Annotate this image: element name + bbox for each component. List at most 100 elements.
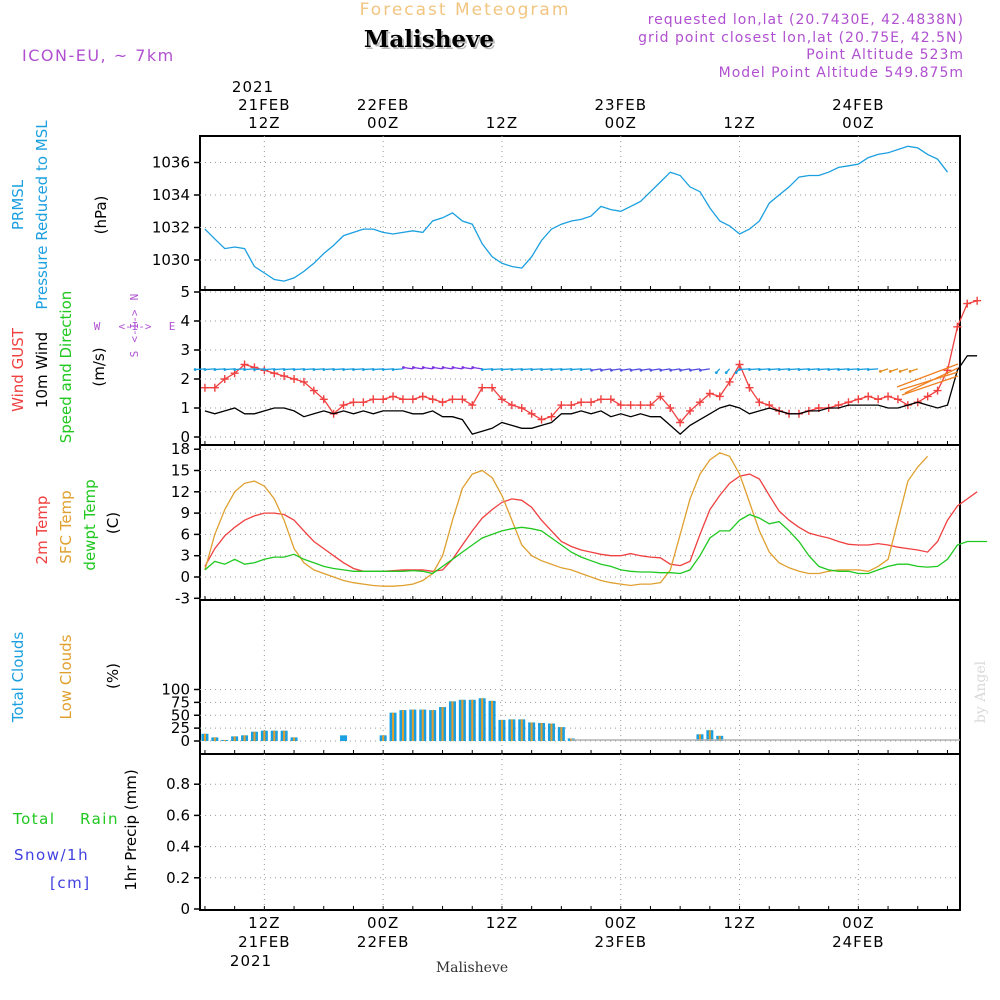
footer-location: Malisheve (436, 960, 508, 976)
compass-north: N (128, 294, 141, 301)
sfc-temp-label: SFC Temp (57, 490, 75, 563)
wind-arrow-head (500, 368, 504, 371)
wind-arrow (601, 368, 611, 371)
bar-low-clouds (382, 735, 385, 741)
wind-arrow-head (748, 368, 751, 371)
gust-marker (854, 395, 863, 404)
wind-arrow-head (461, 366, 465, 369)
gust-marker (884, 392, 893, 401)
series-line-10m-wind (204, 355, 978, 435)
wind-arrow (433, 366, 443, 370)
top-hour-label: 12Z (486, 114, 518, 132)
gridpoint-coords: grid point closest lon,lat (20.75E, 42.5… (638, 30, 964, 46)
wind-arrow-head (550, 368, 553, 371)
gust-marker (220, 375, 229, 383)
ytick-label: 0.8 (166, 775, 190, 793)
ytick-label: 1034 (152, 186, 190, 204)
wind-arrow (294, 368, 304, 371)
model-label: ICON-EU, ~ 7km (22, 46, 175, 65)
wind-arrow-head (807, 368, 811, 371)
wind-arrow (511, 368, 522, 371)
panel-wind: 0 1 2 3 4 5 (180, 283, 982, 446)
bottom-date-label: 24FEB (832, 933, 884, 951)
wind-arrow-head (837, 368, 841, 371)
wind-arrow (779, 368, 790, 371)
gust-marker (755, 398, 764, 407)
watermark: by Angel (973, 660, 989, 723)
precip-unit-label: 1hr Precip (mm) (122, 769, 140, 890)
wind-arrow (828, 368, 839, 371)
gust-marker (497, 395, 506, 404)
wind-arrow (403, 366, 413, 370)
model-altitude: Model Point Altitude 549.875m (719, 65, 964, 81)
gust-marker (428, 395, 437, 404)
wind-arrow-head (659, 368, 663, 372)
wind-arrow-head (724, 371, 728, 375)
wind-arrow-head (282, 368, 286, 371)
wind-arrow-head (679, 368, 683, 372)
ytick-label: 0.4 (166, 838, 190, 856)
wind-arrow-head (322, 368, 326, 371)
ytick-label: 0 (180, 900, 190, 918)
total-clouds-label: Total Clouds (9, 632, 27, 724)
ytick-label: 9 (180, 504, 190, 522)
gust-marker (408, 395, 417, 404)
wind-arrow-head (362, 368, 365, 371)
gust-label: Wind GUST (9, 327, 27, 412)
ytick-label: 4 (180, 312, 190, 330)
wind-arrow (244, 368, 255, 371)
gust-marker (319, 395, 328, 404)
gust-marker (864, 392, 873, 401)
bar-low-clouds (510, 719, 513, 741)
bar-low-clouds (293, 737, 296, 741)
compass-west: W (94, 320, 101, 333)
wind-arrow (838, 368, 849, 371)
wind-arrow (204, 368, 215, 371)
ytick-label: 100 (161, 681, 190, 699)
bar-low-clouds (500, 719, 503, 741)
wind-arrow-head (689, 368, 692, 372)
wind-arrow-head (669, 368, 673, 372)
plot-panels: 1030103210341036012345-30369121518025507… (152, 135, 988, 918)
gust-marker (874, 395, 883, 404)
bottom-hour-label: 12Z (248, 914, 280, 932)
wind-arrow-head (312, 368, 316, 371)
wind-arrow-head (302, 368, 306, 371)
gust-marker (725, 377, 734, 386)
wind-arrow (818, 368, 829, 371)
bar-low-clouds (203, 733, 206, 741)
bar-low-clouds (540, 722, 543, 741)
wind-arrow (333, 368, 344, 371)
wind-arrow (482, 368, 493, 371)
wind-arrow-head (639, 368, 643, 372)
wind-arrow-head (480, 368, 484, 371)
bar-low-clouds (560, 727, 563, 741)
wind-arrow (631, 368, 641, 371)
bar-low-clouds (481, 698, 484, 741)
gust-marker (567, 401, 576, 410)
bar-low-clouds (491, 700, 494, 741)
ytick-label: 3 (180, 341, 190, 359)
wind-arrow-head (431, 366, 435, 369)
ytick-label: 0.6 (166, 806, 190, 824)
wind-arrow-head (263, 368, 266, 371)
wind-arrow (700, 368, 710, 371)
bottom-hour-label: 00Z (367, 914, 399, 932)
gust-marker (705, 389, 714, 398)
top-hour-label: 00Z (842, 114, 874, 132)
wind-arrow-head (827, 368, 831, 371)
wind-arrow-head (530, 368, 534, 371)
compass-east: E (169, 320, 176, 333)
bottom-hour-label: 12Z (723, 914, 755, 932)
bar-low-clouds (263, 730, 266, 741)
wind-arrow-head (758, 368, 761, 371)
wind-arrow (521, 368, 532, 371)
compass-rose: N S W E <-I-> <-I-> (94, 294, 176, 358)
bar-low-clouds (253, 731, 256, 741)
ytick-label: 18 (171, 440, 190, 458)
gust-marker (398, 395, 407, 404)
wind-arrow-head (629, 368, 633, 372)
wind-arrow (848, 368, 859, 371)
total-label: Total (12, 810, 56, 828)
